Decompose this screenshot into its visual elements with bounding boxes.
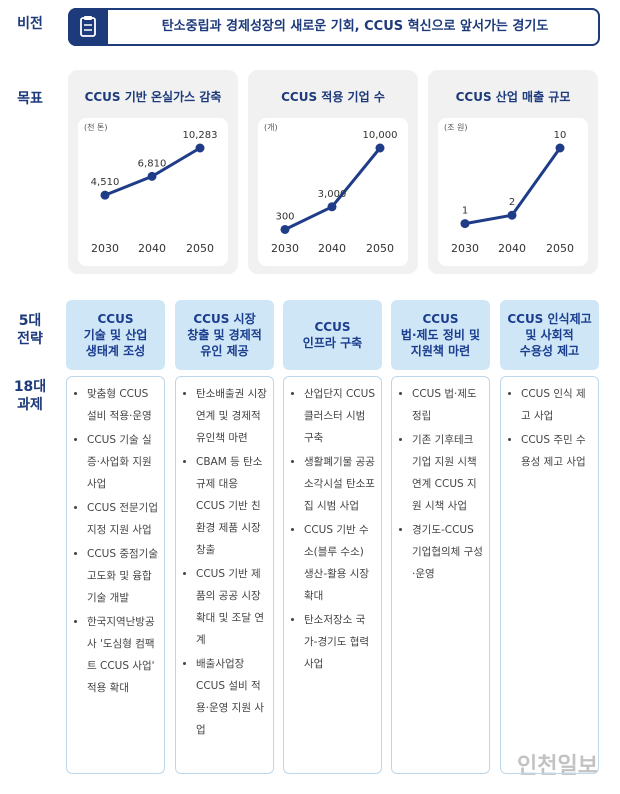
goal-chart: CCUS 산업 매출 규모 (조 원) 1 2030 2 2040 10 2050: [438, 89, 588, 266]
data-label: 1: [462, 206, 468, 217]
data-label: 3,000: [318, 189, 347, 200]
data-label: 2: [509, 197, 515, 208]
x-tick-label: 2040: [138, 242, 166, 255]
x-tick-label: 2050: [546, 242, 574, 255]
point: [100, 190, 110, 200]
strategy-header: CCUS 인식제고 및 사회적 수용성 제고: [500, 300, 599, 370]
data-label: 10,283: [183, 130, 218, 141]
x-tick-label: 2050: [366, 242, 394, 255]
chart-title: CCUS 산업 매출 규모: [456, 89, 571, 104]
task-item: 배출사업장 CCUS 설비 적용·운영 지원 사업: [196, 653, 267, 741]
goal-chart: CCUS 기반 온실가스 감축 (천 톤) 4,510 2030 6,810 2040 10…: [78, 89, 228, 266]
point: [327, 202, 337, 212]
task-item: 산업단지 CCUS 클러스터 시범 구축: [304, 383, 375, 449]
strategy-header: CCUS 시장 창출 및 경제적 유인 제공: [175, 300, 274, 370]
goal-chart: CCUS 적용 기업 수 (개) 300 2030 3,000 2040 10,000 205…: [258, 89, 408, 266]
x-tick-label: 2040: [498, 242, 526, 255]
goal-card: CCUS 적용 기업 수 (개) 300 2030 3,000 2040 10,000 205…: [248, 70, 418, 274]
vision-text: 탄소중립과 경제성장의 새로운 기회, CCUS 혁신으로 앞서가는 경기도: [161, 19, 549, 34]
task-item: 한국지역난방공사 '도심형 컴팩트 CCUS 사업' 적용 확대: [87, 611, 158, 699]
data-label: 10,000: [363, 130, 398, 141]
task-item: CCUS 인식 제고 사업: [521, 383, 592, 427]
unit-label: (천 톤): [84, 122, 108, 132]
task-item: 맞춤형 CCUS 설비 적용·운영: [87, 383, 158, 427]
clipboard-icon: [80, 16, 96, 37]
task-item: CBAM 등 탄소규제 대응 CCUS 기반 친환경 제품 시장 창출: [196, 451, 267, 561]
chart-title: CCUS 기반 온실가스 감축: [85, 89, 222, 104]
unit-label: (개): [264, 122, 278, 132]
plot-panel: [438, 118, 588, 266]
unit-label: (조 원): [444, 123, 468, 132]
task-list: CCUS 법·제도 정립기존 기후테크 기업 지원 시책 연계 CCUS 지원 …: [392, 383, 483, 585]
watermark: 인천일보: [517, 754, 598, 779]
strategy-header: CCUS 인프라 구축: [283, 300, 382, 370]
task-item: CCUS 기반 제품의 공공 시장 확대 및 조달 연계: [196, 563, 267, 651]
task-box: CCUS 법·제도 정립기존 기후테크 기업 지원 시책 연계 CCUS 지원 …: [391, 376, 490, 774]
task-item: 탄소저장소 국가-경기도 협력 사업: [304, 609, 375, 675]
x-tick-label: 2030: [271, 242, 299, 255]
task-item: CCUS 법·제도 정립: [412, 383, 483, 427]
point: [375, 143, 385, 153]
task-list: 산업단지 CCUS 클러스터 시범 구축생활폐기물 공공소각시설 탄소포집 시범…: [284, 383, 375, 675]
x-tick-label: 2030: [91, 242, 119, 255]
task-label: 18대 과제: [13, 379, 47, 413]
task-item: CCUS 중점기술 고도화 및 융합기술 개발: [87, 543, 158, 609]
plot-panel: [258, 118, 408, 266]
point: [507, 210, 517, 220]
data-label: 4,510: [91, 177, 120, 188]
point: [195, 143, 205, 153]
point: [280, 224, 290, 234]
task-item: CCUS 전문기업 지정 지원 사업: [87, 497, 158, 541]
x-tick-label: 2050: [186, 242, 214, 255]
point: [555, 143, 565, 153]
task-item: 기존 기후테크 기업 지원 시책 연계 CCUS 지원 시책 사업: [412, 429, 483, 517]
task-box: 산업단지 CCUS 클러스터 시범 구축생활폐기물 공공소각시설 탄소포집 시범…: [283, 376, 382, 774]
strategy-header: CCUS 기술 및 산업 생태계 조성: [66, 300, 165, 370]
task-item: 생활폐기물 공공소각시설 탄소포집 시범 사업: [304, 451, 375, 517]
goal-card: CCUS 기반 온실가스 감축 (천 톤) 4,510 2030 6,810 2040 10…: [68, 70, 238, 274]
task-box: 탄소배출권 시장 연계 및 경제적 유인책 마련CBAM 등 탄소규제 대응 C…: [175, 376, 274, 774]
data-label: 300: [275, 211, 294, 222]
task-item: CCUS 주민 수용성 제고 사업: [521, 429, 592, 473]
data-label: 10: [554, 130, 567, 141]
task-item: CCUS 기술 실증·사업화 지원 사업: [87, 429, 158, 495]
goal-card: CCUS 산업 매출 규모 (조 원) 1 2030 2 2040 10 2050: [428, 70, 598, 274]
task-item: 경기도-CCUS 기업협의체 구성·운영: [412, 519, 483, 585]
chart-title: CCUS 적용 기업 수: [281, 89, 385, 104]
strategy-label: 5대 전략: [17, 313, 43, 347]
vision-icon: [68, 8, 108, 46]
vision-label: 비전: [17, 16, 43, 32]
x-tick-label: 2040: [318, 242, 346, 255]
task-item: CCUS 기반 수소(블루 수소) 생산-활용 시장 확대: [304, 519, 375, 607]
goals-label: 목표: [17, 91, 43, 107]
point: [147, 171, 157, 181]
strategy-header: CCUS 법·제도 정비 및 지원책 마련: [391, 300, 490, 370]
task-item: 탄소배출권 시장 연계 및 경제적 유인책 마련: [196, 383, 267, 449]
x-tick-label: 2030: [451, 242, 479, 255]
data-label: 6,810: [138, 158, 167, 169]
point: [460, 219, 470, 229]
task-list: 탄소배출권 시장 연계 및 경제적 유인책 마련CBAM 등 탄소규제 대응 C…: [176, 383, 267, 741]
